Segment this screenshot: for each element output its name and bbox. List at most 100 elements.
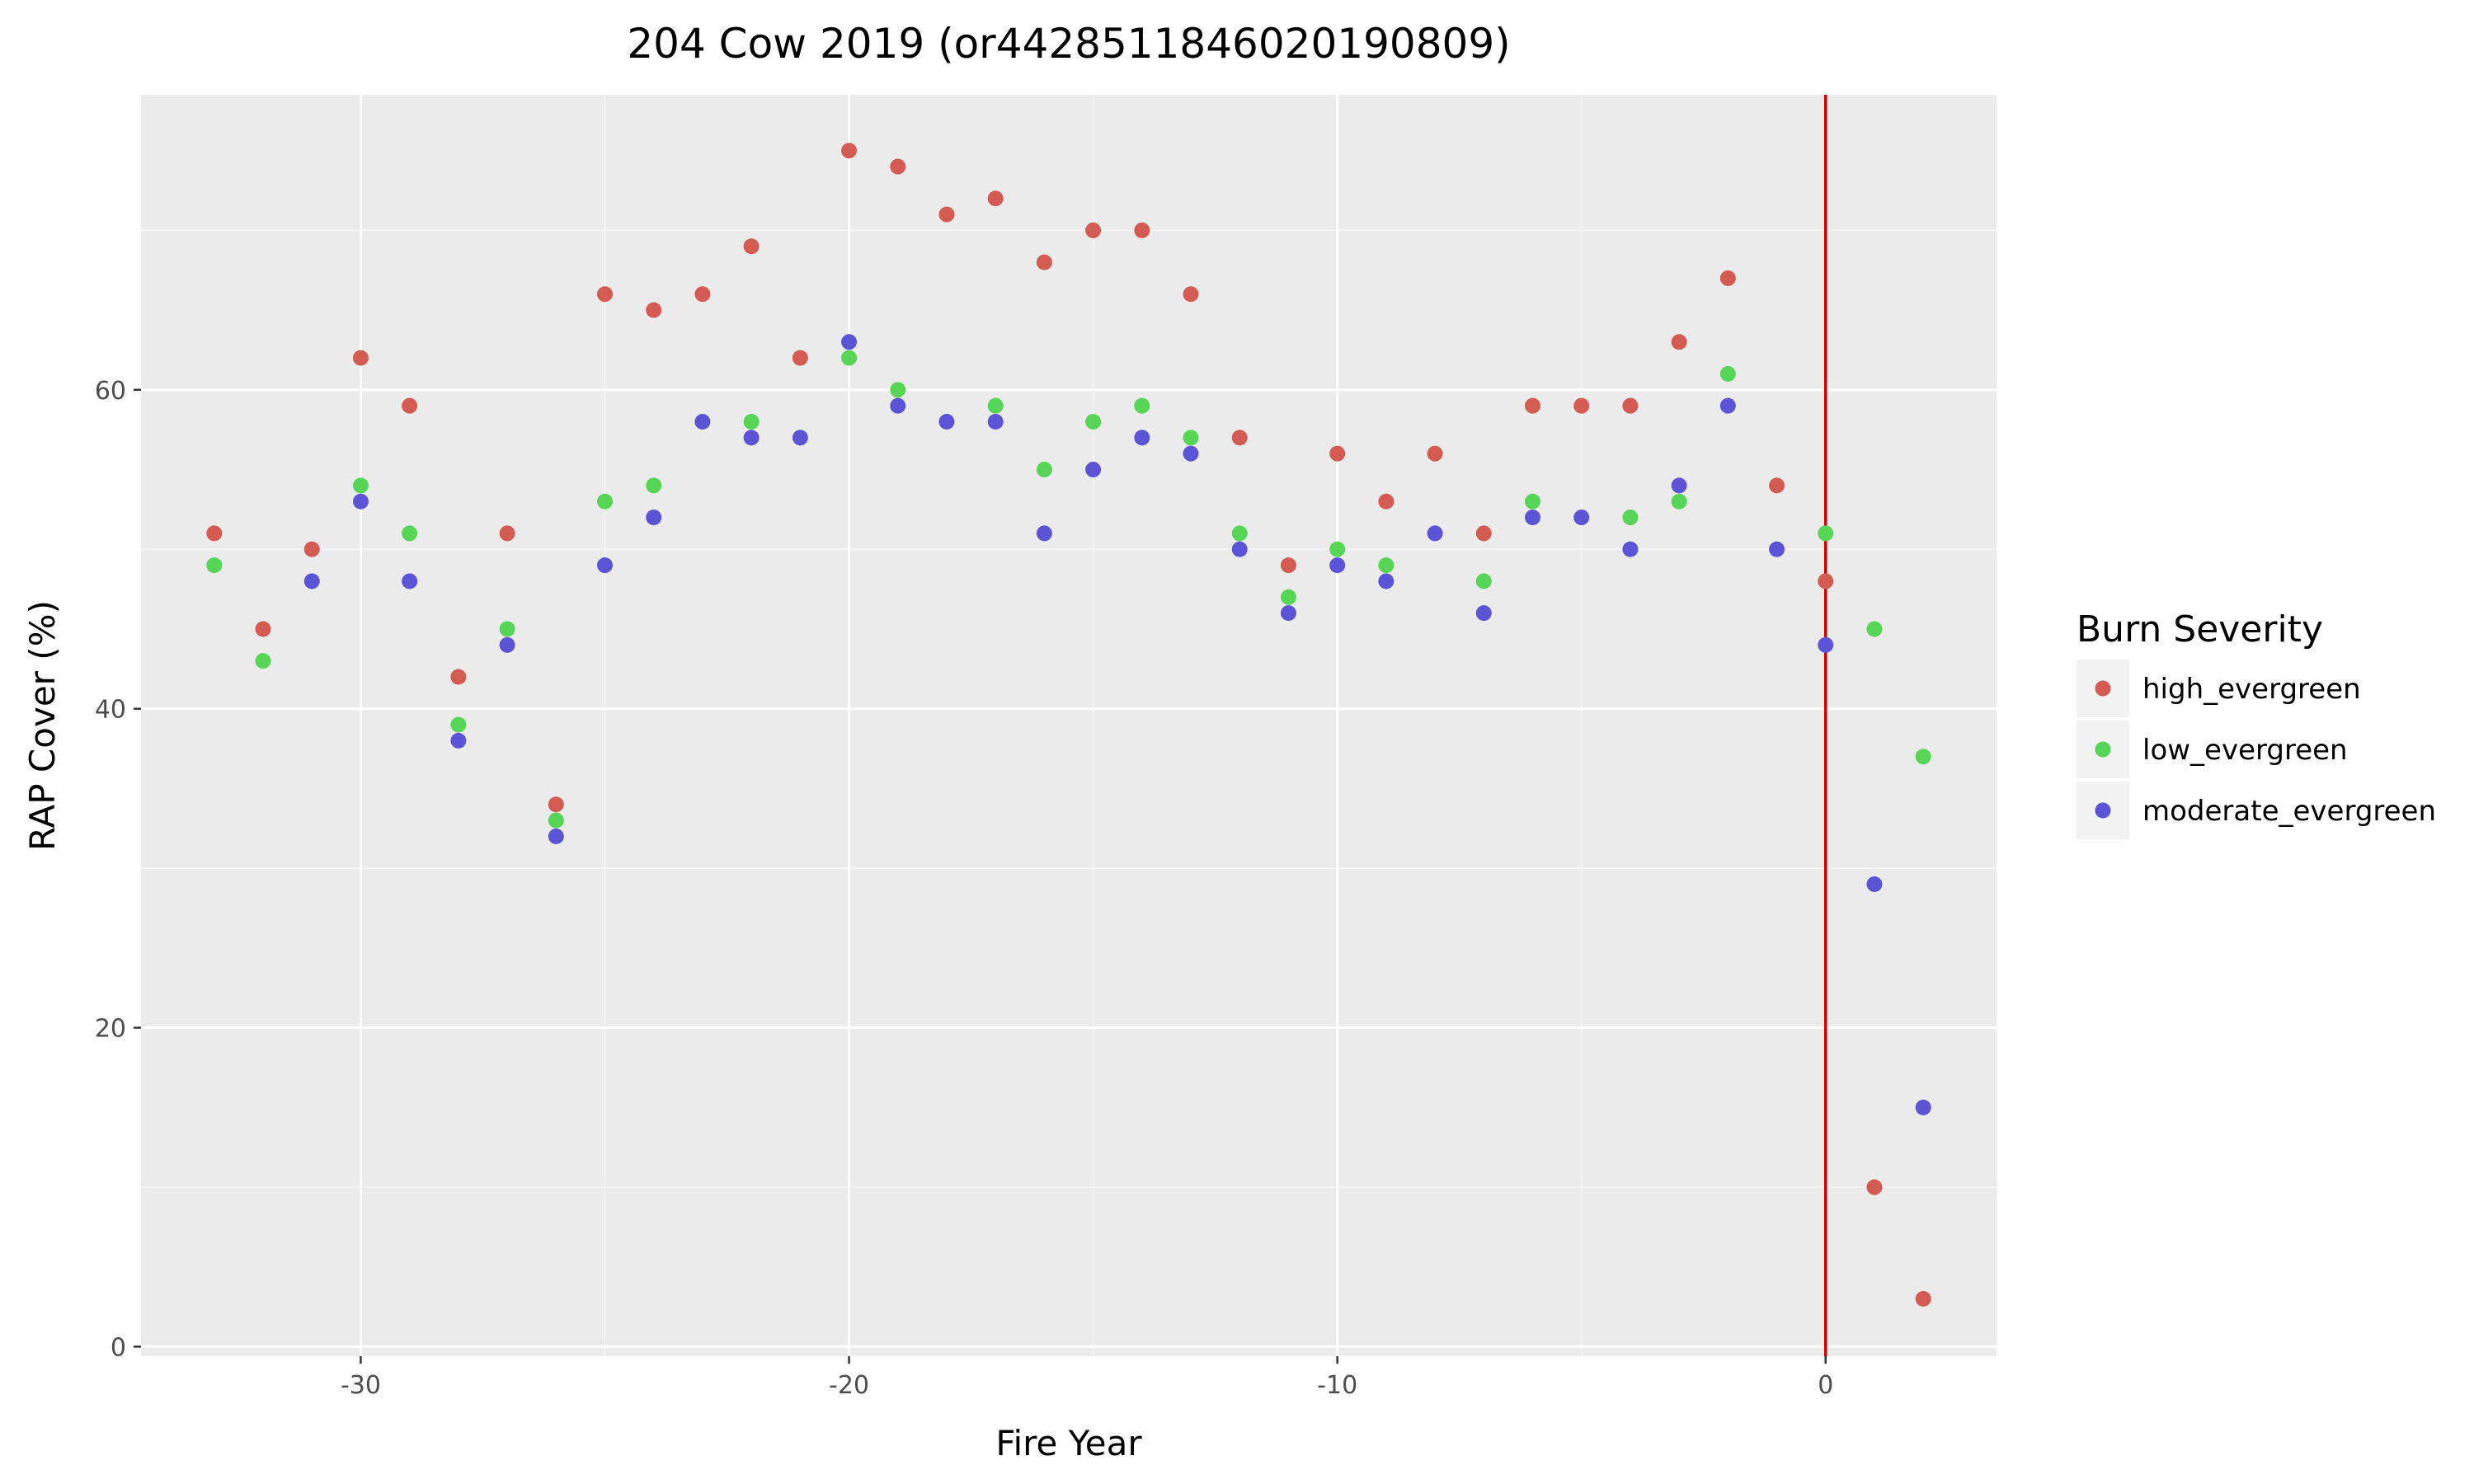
- point-moderate_evergreen: [1085, 462, 1102, 478]
- point-high_evergreen: [743, 238, 760, 255]
- point-moderate_evergreen: [1769, 541, 1785, 557]
- point-moderate_evergreen: [1866, 876, 1883, 892]
- point-high_evergreen: [1671, 334, 1687, 350]
- y-tick-label: 0: [111, 1333, 126, 1362]
- point-moderate_evergreen: [1231, 541, 1248, 557]
- point-low_evergreen: [548, 812, 564, 829]
- point-high_evergreen: [1573, 397, 1590, 414]
- point-high_evergreen: [255, 621, 271, 637]
- point-high_evergreen: [694, 286, 711, 303]
- y-tick-label: 40: [95, 696, 126, 725]
- point-moderate_evergreen: [402, 573, 418, 589]
- point-low_evergreen: [1183, 430, 1199, 446]
- point-moderate_evergreen: [890, 397, 906, 414]
- point-low_evergreen: [1280, 589, 1296, 605]
- point-moderate_evergreen: [694, 414, 711, 430]
- point-moderate_evergreen: [499, 636, 515, 653]
- x-tick-label: -30: [341, 1371, 381, 1400]
- point-high_evergreen: [1818, 573, 1834, 589]
- point-high_evergreen: [987, 190, 1004, 207]
- point-low_evergreen: [1378, 557, 1395, 574]
- point-high_evergreen: [597, 286, 613, 303]
- point-moderate_evergreen: [743, 430, 760, 446]
- point-moderate_evergreen: [987, 414, 1004, 430]
- point-moderate_evergreen: [548, 828, 564, 844]
- point-high_evergreen: [499, 525, 515, 542]
- point-high_evergreen: [841, 143, 858, 159]
- point-moderate_evergreen: [1134, 430, 1150, 446]
- point-high_evergreen: [1769, 477, 1785, 494]
- point-low_evergreen: [841, 350, 858, 366]
- point-moderate_evergreen: [1329, 557, 1346, 574]
- legend-swatch-high_evergreen: [2095, 680, 2111, 697]
- point-moderate_evergreen: [1671, 477, 1687, 494]
- point-low_evergreen: [646, 477, 662, 494]
- point-high_evergreen: [938, 206, 955, 223]
- point-low_evergreen: [1915, 749, 1931, 765]
- point-high_evergreen: [1525, 397, 1540, 414]
- point-low_evergreen: [206, 557, 223, 574]
- chart-title: 204 Cow 2019 (or4428511846020190809): [627, 20, 1510, 68]
- legend-swatch-moderate_evergreen: [2095, 802, 2111, 819]
- point-high_evergreen: [1475, 525, 1492, 542]
- point-high_evergreen: [1719, 270, 1736, 286]
- legend: Burn Severity high_evergreen low_evergree…: [2077, 608, 2436, 839]
- legend-title: Burn Severity: [2077, 608, 2323, 650]
- point-high_evergreen: [303, 541, 320, 557]
- point-high_evergreen: [1329, 445, 1346, 462]
- point-high_evergreen: [1866, 1179, 1883, 1195]
- point-low_evergreen: [1231, 525, 1248, 542]
- point-moderate_evergreen: [1719, 397, 1736, 414]
- point-low_evergreen: [1134, 397, 1150, 414]
- point-moderate_evergreen: [352, 493, 369, 510]
- point-low_evergreen: [890, 382, 906, 398]
- legend-swatch-low_evergreen: [2095, 741, 2111, 758]
- point-high_evergreen: [1915, 1290, 1931, 1307]
- point-moderate_evergreen: [1622, 541, 1639, 557]
- y-tick-label: 20: [95, 1015, 126, 1044]
- point-low_evergreen: [402, 525, 418, 542]
- legend-label-low_evergreen: low_evergreen: [2142, 734, 2348, 767]
- point-high_evergreen: [1036, 254, 1052, 270]
- point-moderate_evergreen: [1378, 573, 1395, 589]
- point-high_evergreen: [792, 350, 808, 366]
- point-low_evergreen: [499, 621, 515, 637]
- point-low_evergreen: [1622, 510, 1639, 526]
- point-low_evergreen: [1475, 573, 1492, 589]
- point-moderate_evergreen: [450, 732, 467, 749]
- plot-panel: [141, 95, 1997, 1356]
- point-low_evergreen: [987, 397, 1004, 414]
- point-low_evergreen: [1036, 462, 1052, 478]
- point-moderate_evergreen: [597, 557, 613, 574]
- point-high_evergreen: [1183, 286, 1199, 303]
- point-low_evergreen: [1525, 493, 1540, 510]
- point-moderate_evergreen: [938, 414, 955, 430]
- y-tick-label: 60: [95, 377, 126, 406]
- point-moderate_evergreen: [1818, 636, 1834, 653]
- point-low_evergreen: [1719, 365, 1736, 382]
- x-axis-title: Fire Year: [995, 1423, 1142, 1463]
- point-low_evergreen: [352, 477, 369, 494]
- point-low_evergreen: [1329, 541, 1346, 557]
- legend-label-high_evergreen: high_evergreen: [2142, 673, 2361, 706]
- point-moderate_evergreen: [1183, 445, 1199, 462]
- grid-minor: [141, 95, 1997, 1356]
- point-high_evergreen: [1378, 493, 1395, 510]
- point-moderate_evergreen: [646, 510, 662, 526]
- point-moderate_evergreen: [1280, 605, 1296, 622]
- point-high_evergreen: [1134, 222, 1150, 238]
- point-moderate_evergreen: [1036, 525, 1052, 542]
- point-high_evergreen: [1622, 397, 1639, 414]
- point-low_evergreen: [597, 493, 613, 510]
- x-tick-label: -10: [1317, 1371, 1357, 1400]
- legend-label-moderate_evergreen: moderate_evergreen: [2142, 795, 2436, 828]
- point-low_evergreen: [1866, 621, 1883, 637]
- point-high_evergreen: [1427, 445, 1443, 462]
- point-low_evergreen: [1818, 525, 1834, 542]
- point-high_evergreen: [1280, 557, 1296, 574]
- point-moderate_evergreen: [792, 430, 808, 446]
- point-high_evergreen: [402, 397, 418, 414]
- point-moderate_evergreen: [1915, 1099, 1931, 1115]
- point-low_evergreen: [1671, 493, 1687, 510]
